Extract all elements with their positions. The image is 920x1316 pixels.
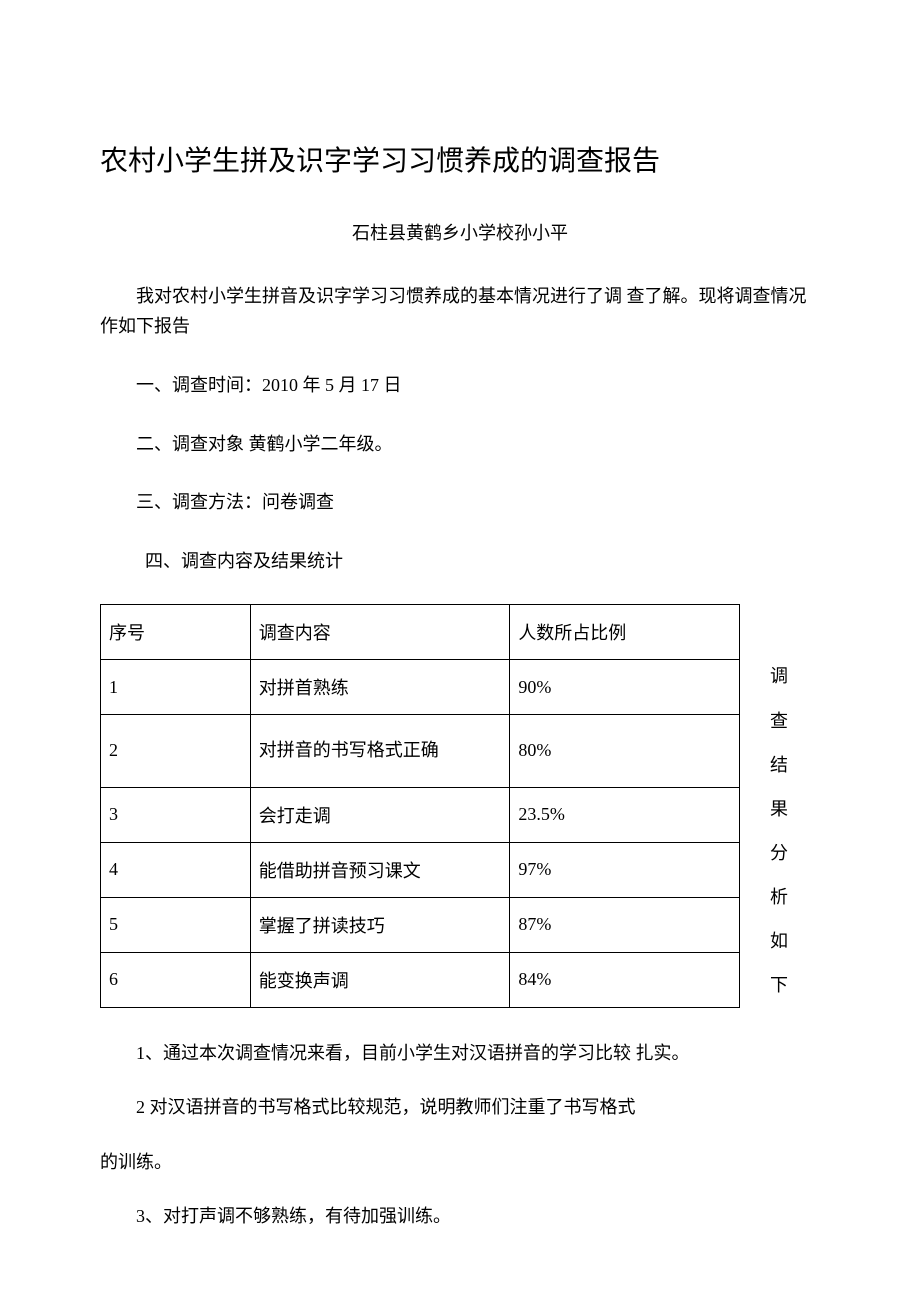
side-char: 查 xyxy=(770,703,780,739)
table-cell: 3 xyxy=(101,787,251,842)
finding-1: 1、通过本次调查情况来看，目前小学生对汉语拼音的学习比较 扎实。 xyxy=(100,1038,820,1069)
table-cell: 80% xyxy=(510,715,740,787)
table-row: 4 能借助拼音预习课文 97% xyxy=(101,842,740,897)
table-wrap: 序号 调查内容 人数所占比例 1 对拼首熟练 90% 2 对拼音的书写格式正确 … xyxy=(100,604,820,1007)
document-subtitle: 石柱县黄鹤乡小学校孙小平 xyxy=(100,219,820,245)
table-cell: 能借助拼音预习课文 xyxy=(250,842,510,897)
table-cell: 对拼首熟练 xyxy=(250,660,510,715)
table-cell: 90% xyxy=(510,660,740,715)
table-cell: 4 xyxy=(101,842,251,897)
table-cell: 5 xyxy=(101,897,251,952)
side-char: 果 xyxy=(770,791,780,827)
table-cell: 6 xyxy=(101,952,251,1007)
table-cell: 84% xyxy=(510,952,740,1007)
table-cell: 1 xyxy=(101,660,251,715)
document-title: 农村小学生拼及识字学习习惯养成的调查报告 xyxy=(100,139,820,179)
finding-2: 2 对汉语拼音的书写格式比较规范，说明教师们注重了书写格式 xyxy=(100,1092,820,1123)
section-3: 三、调查方法：问卷调查 xyxy=(100,487,820,518)
side-vertical-text: 调 查 结 果 分 析 如 下 xyxy=(740,654,780,1007)
intro-paragraph: 我对农村小学生拼音及识字学习习惯养成的基本情况进行了调 查了解。现将调查情况作如… xyxy=(100,281,820,342)
table-row: 1 对拼首熟练 90% xyxy=(101,660,740,715)
table-cell: 对拼音的书写格式正确 xyxy=(250,715,510,787)
section-2: 二、调查对象 黄鹤小学二年级。 xyxy=(100,429,820,460)
finding-3: 3、对打声调不够熟练，有待加强训练。 xyxy=(100,1201,820,1232)
section-4: 四、调查内容及结果统计 xyxy=(100,546,820,577)
table-cell: 掌握了拼读技巧 xyxy=(250,897,510,952)
table-header-row: 序号 调查内容 人数所占比例 xyxy=(101,605,740,660)
finding-2b: 的训练。 xyxy=(100,1147,820,1178)
table-header: 调查内容 xyxy=(250,605,510,660)
table-row: 5 掌握了拼读技巧 87% xyxy=(101,897,740,952)
table-cell: 会打走调 xyxy=(250,787,510,842)
survey-table: 序号 调查内容 人数所占比例 1 对拼首熟练 90% 2 对拼音的书写格式正确 … xyxy=(100,604,740,1007)
document-page: 农村小学生拼及识字学习习惯养成的调查报告 石柱县黄鹤乡小学校孙小平 我对农村小学… xyxy=(0,0,920,1316)
table-cell: 97% xyxy=(510,842,740,897)
side-char: 析 xyxy=(770,879,780,915)
table-row: 6 能变换声调 84% xyxy=(101,952,740,1007)
table-header: 序号 xyxy=(101,605,251,660)
table-cell: 87% xyxy=(510,897,740,952)
side-char: 下 xyxy=(770,967,780,1003)
side-char: 结 xyxy=(770,747,780,783)
table-cell: 能变换声调 xyxy=(250,952,510,1007)
section-1: 一、调查时间：2010 年 5 月 17 日 xyxy=(100,370,820,401)
table-header: 人数所占比例 xyxy=(510,605,740,660)
table-row: 2 对拼音的书写格式正确 80% xyxy=(101,715,740,787)
side-char: 如 xyxy=(770,923,780,959)
table-cell: 23.5% xyxy=(510,787,740,842)
side-char: 分 xyxy=(770,835,780,871)
side-char: 调 xyxy=(770,658,780,694)
table-cell: 2 xyxy=(101,715,251,787)
table-row: 3 会打走调 23.5% xyxy=(101,787,740,842)
